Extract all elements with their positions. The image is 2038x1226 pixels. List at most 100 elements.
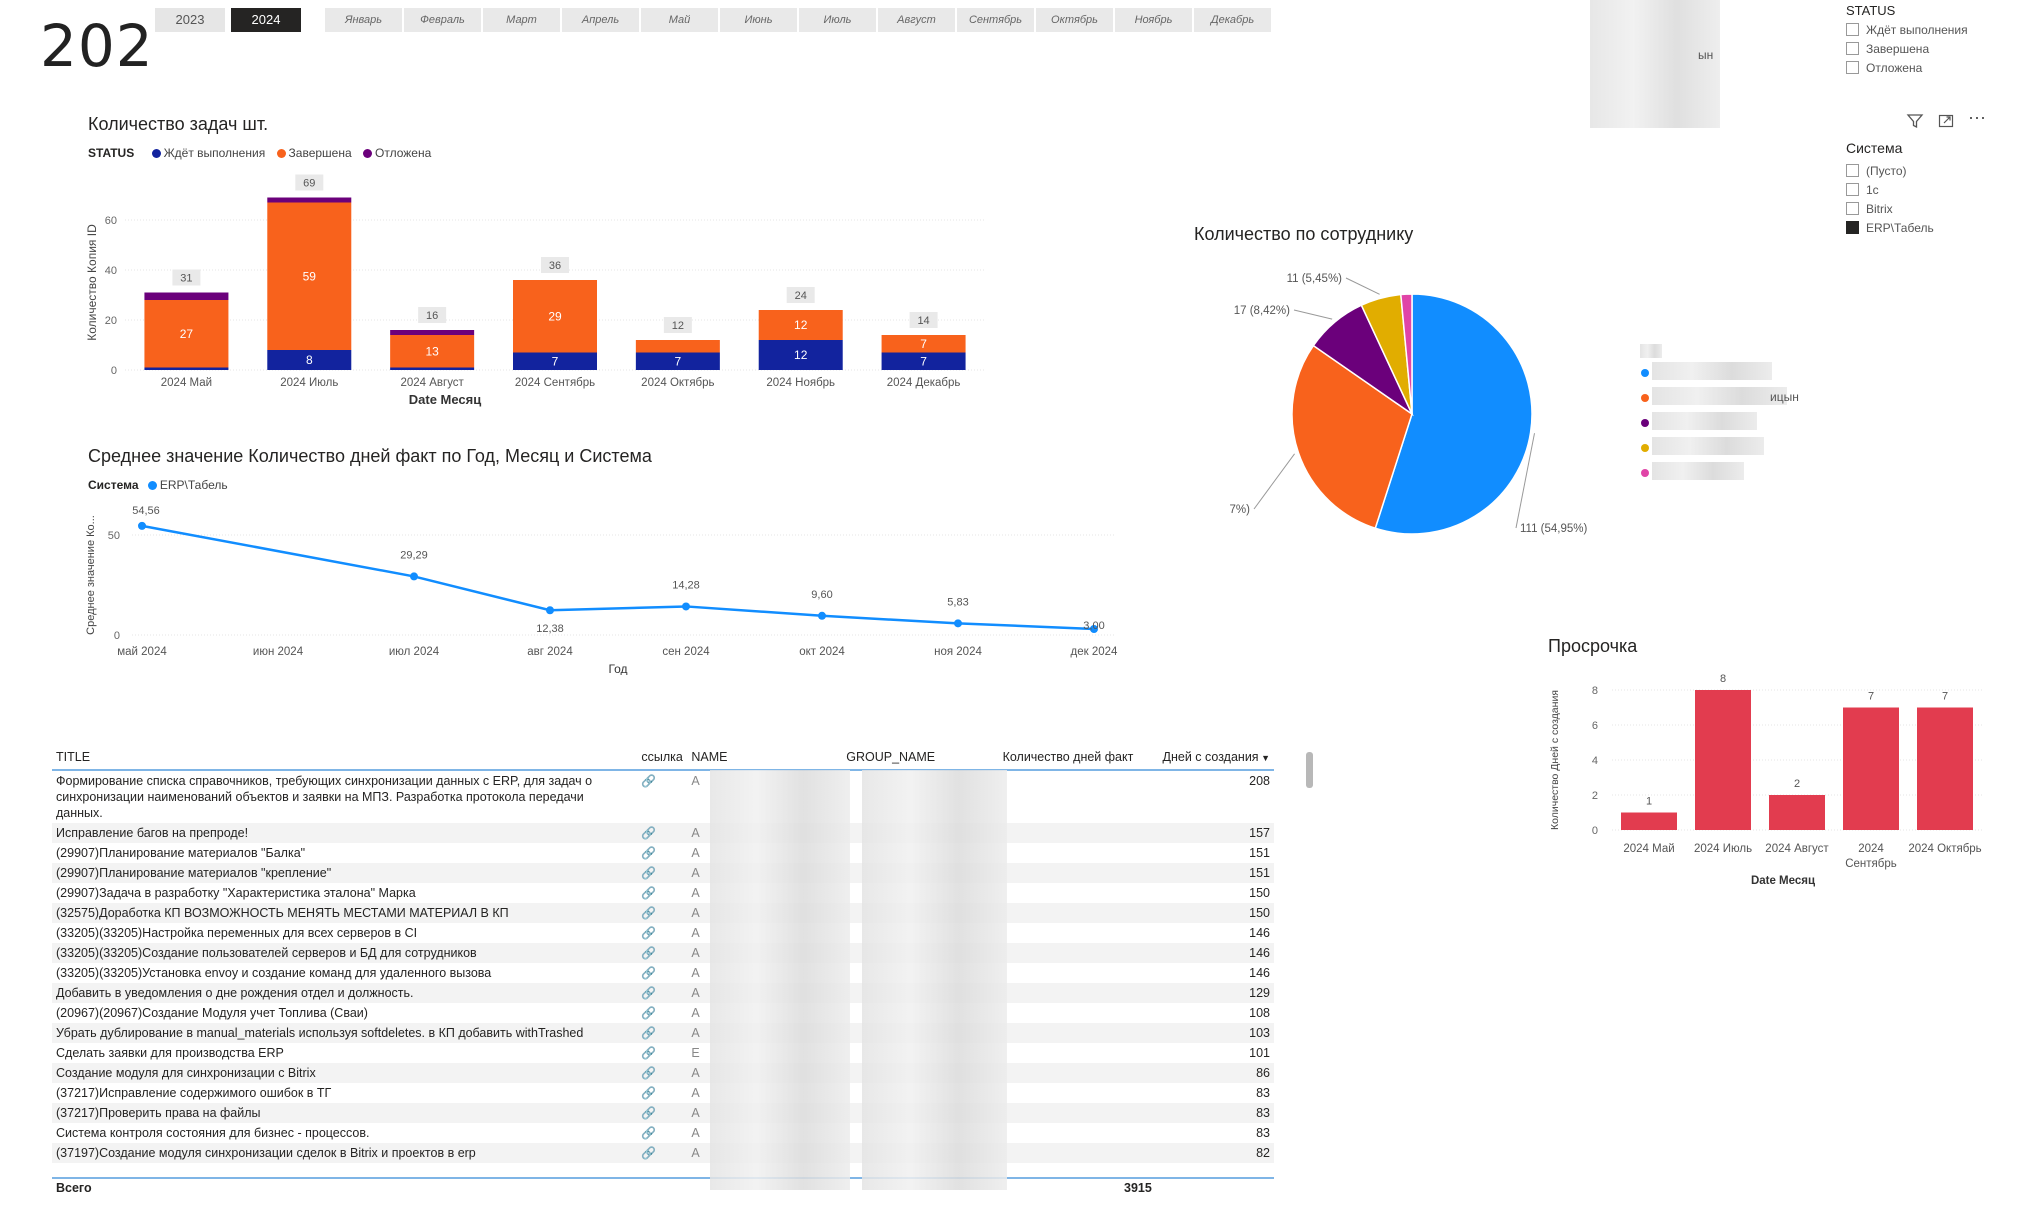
data-point[interactable]: [1090, 625, 1098, 633]
data-point[interactable]: [682, 602, 690, 611]
system-option-erp[interactable]: ERP\Табель: [1846, 221, 1934, 235]
data-point[interactable]: [410, 572, 418, 581]
column-header-group-name[interactable]: GROUP_NAME: [842, 746, 999, 771]
data-point[interactable]: [546, 606, 554, 615]
status-option-postponed[interactable]: Отложена: [1846, 61, 1922, 75]
month-button-july[interactable]: Июль: [799, 8, 876, 32]
bar-segment[interactable]: [635, 352, 720, 371]
link-icon[interactable]: 🔗: [637, 1023, 688, 1043]
bar-segment[interactable]: [758, 310, 843, 340]
bar[interactable]: [1621, 812, 1677, 831]
link-icon[interactable]: 🔗: [641, 1126, 657, 1140]
table-row[interactable]: Сделать заявки для производства ERP 🔗 Е 101: [52, 1043, 1274, 1063]
month-button-november[interactable]: Ноябрь: [1115, 8, 1192, 32]
link-icon[interactable]: 🔗: [637, 943, 688, 963]
column-header-name[interactable]: NAME: [687, 746, 843, 771]
filter-icon[interactable]: [1906, 112, 1924, 135]
table-row[interactable]: (37217)Проверить права на файлы 🔗 А 83: [52, 1103, 1274, 1123]
checkbox[interactable]: [1846, 202, 1859, 215]
pie-slice[interactable]: [1291, 344, 1413, 530]
checkbox[interactable]: [1846, 164, 1859, 177]
link-icon[interactable]: 🔗: [637, 983, 688, 1003]
table-row[interactable]: Исправление багов на препроде! 🔗 А 157: [52, 823, 1274, 843]
table-row[interactable]: (37197)Создание модуля синхронизации сде…: [52, 1143, 1274, 1163]
more-options-icon[interactable]: ⋯: [1968, 108, 1987, 128]
month-button-march[interactable]: Март: [483, 8, 560, 32]
pie-slice[interactable]: [1374, 293, 1533, 535]
table-row[interactable]: (37217)Исправление содержимого ошибок в …: [52, 1083, 1274, 1103]
link-icon[interactable]: 🔗: [637, 1103, 688, 1123]
year-button-2024[interactable]: 2024: [231, 8, 301, 32]
bar-segment[interactable]: [635, 340, 720, 353]
month-button-december[interactable]: Декабрь: [1194, 8, 1271, 32]
column-header-days-since-creation[interactable]: Дней с создания ▼: [1156, 746, 1274, 771]
link-icon[interactable]: 🔗: [641, 1046, 657, 1060]
table-row[interactable]: Система контроля состояния для бизнес - …: [52, 1123, 1274, 1143]
checkbox[interactable]: [1846, 183, 1859, 196]
table-scrollbar[interactable]: [1306, 752, 1313, 788]
pie-slice[interactable]: [1400, 293, 1413, 415]
month-button-april[interactable]: Апрель: [562, 8, 639, 32]
table-row[interactable]: (29907)Планирование материалов "креплени…: [52, 863, 1274, 883]
system-option-bitrix[interactable]: Bitrix: [1846, 202, 1893, 216]
bar[interactable]: [1843, 707, 1899, 831]
table-row[interactable]: Создание модуля для синхронизации с Bitr…: [52, 1063, 1274, 1083]
data-point[interactable]: [954, 619, 962, 628]
status-option-waiting[interactable]: Ждёт выполнения: [1846, 23, 1968, 37]
link-icon[interactable]: 🔗: [637, 1143, 688, 1163]
month-button-may[interactable]: Май: [641, 8, 718, 32]
bar-segment[interactable]: [267, 350, 352, 370]
bar-segment[interactable]: [513, 352, 597, 371]
table-row[interactable]: Формирование списка справочников, требую…: [52, 770, 1274, 823]
column-header-link[interactable]: ссылка: [637, 746, 688, 771]
checkbox-checked[interactable]: [1846, 221, 1859, 234]
bar-segment[interactable]: [881, 335, 966, 353]
system-option-empty[interactable]: (Пусто): [1846, 164, 1907, 178]
bar-segment[interactable]: [390, 335, 475, 368]
system-option-1c[interactable]: 1c: [1846, 183, 1879, 197]
link-icon[interactable]: 🔗: [641, 1086, 657, 1100]
link-icon[interactable]: 🔗: [637, 823, 688, 843]
column-header-days-fact[interactable]: Количество дней факт: [998, 746, 1157, 771]
table-row[interactable]: (32575)Доработка КП ВОЗМОЖНОСТЬ МЕНЯТЬ М…: [52, 903, 1274, 923]
month-button-september[interactable]: Сентябрь: [957, 8, 1034, 32]
bar-segment[interactable]: [144, 367, 229, 371]
table-row[interactable]: (29907)Задача в разработку "Характеристи…: [52, 883, 1274, 903]
status-option-done[interactable]: Завершена: [1846, 42, 1929, 56]
month-button-june[interactable]: Июнь: [720, 8, 797, 32]
checkbox[interactable]: [1846, 23, 1859, 36]
bar-segment[interactable]: [390, 330, 475, 335]
link-icon[interactable]: 🔗: [641, 926, 657, 940]
link-icon[interactable]: 🔗: [637, 863, 688, 883]
table-row[interactable]: (33205)(33205)Установка envoy и создание…: [52, 963, 1274, 983]
table-row[interactable]: (29907)Планирование материалов "Балка" 🔗 А…: [52, 843, 1274, 863]
checkbox[interactable]: [1846, 42, 1859, 55]
link-icon[interactable]: 🔗: [641, 846, 657, 860]
table-row[interactable]: (33205)(33205)Создание пользователей сер…: [52, 943, 1274, 963]
month-button-october[interactable]: Октябрь: [1036, 8, 1113, 32]
series-line[interactable]: [141, 524, 1095, 631]
bar-segment[interactable]: [267, 197, 352, 203]
bar[interactable]: [1769, 795, 1825, 830]
bar-segment[interactable]: [267, 202, 352, 351]
month-button-january[interactable]: Январь: [325, 8, 402, 32]
link-icon[interactable]: 🔗: [637, 903, 688, 923]
bar-segment[interactable]: [881, 352, 966, 371]
link-icon[interactable]: 🔗: [641, 886, 657, 900]
link-icon[interactable]: 🔗: [637, 1063, 688, 1083]
bar[interactable]: [1695, 690, 1751, 830]
bar-segment[interactable]: [144, 292, 229, 301]
month-button-february[interactable]: Февраль: [404, 8, 481, 32]
bar-segment[interactable]: [144, 300, 229, 368]
table-row[interactable]: (33205)(33205)Настройка переменных для в…: [52, 923, 1274, 943]
bar-segment[interactable]: [758, 340, 843, 370]
year-button-2023[interactable]: 2023: [155, 8, 225, 32]
link-icon[interactable]: 🔗: [641, 774, 657, 788]
bar-segment[interactable]: [513, 280, 597, 353]
month-button-august[interactable]: Август: [878, 8, 955, 32]
checkbox[interactable]: [1846, 61, 1859, 74]
table-row[interactable]: Добавить в уведомления о дне рождения от…: [52, 983, 1274, 1003]
data-point[interactable]: [818, 611, 826, 620]
link-icon[interactable]: 🔗: [641, 1006, 657, 1020]
bar-segment[interactable]: [390, 367, 475, 371]
